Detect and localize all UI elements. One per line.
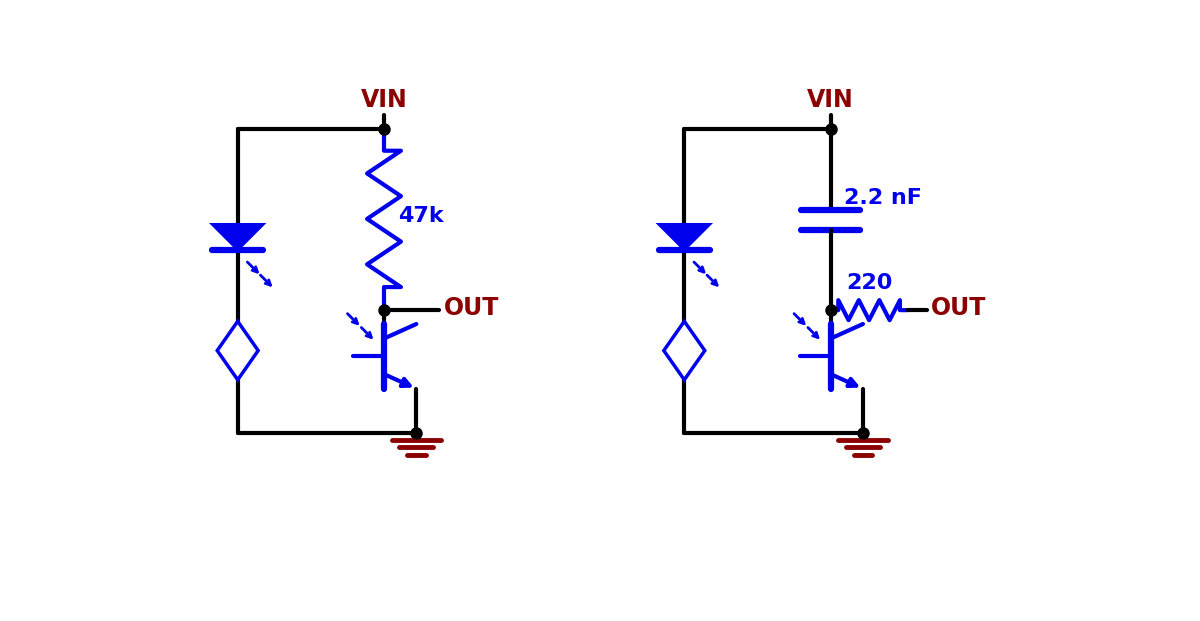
Polygon shape: [659, 224, 709, 250]
Text: OUT: OUT: [931, 296, 986, 320]
Text: OUT: OUT: [444, 296, 499, 320]
Polygon shape: [217, 321, 258, 380]
Text: 220: 220: [846, 273, 893, 293]
Polygon shape: [212, 224, 263, 250]
Text: 2.2 nF: 2.2 nF: [845, 188, 923, 208]
Text: 47k: 47k: [398, 206, 444, 226]
Polygon shape: [664, 321, 704, 380]
Text: VIN: VIN: [361, 88, 407, 112]
Text: VIN: VIN: [808, 88, 854, 112]
